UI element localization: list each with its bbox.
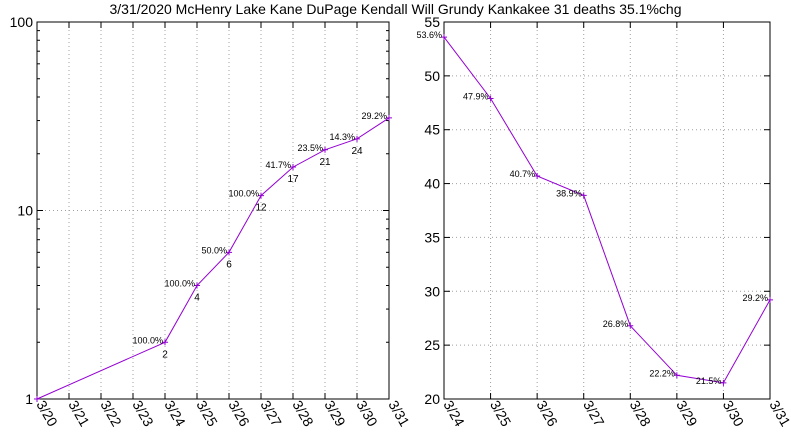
x-tick-label: 3/22 (97, 398, 125, 430)
plot-frame (36, 21, 390, 400)
y-tick-label: 10 (17, 203, 33, 219)
data-point-marker (673, 372, 680, 379)
x-tick-label: 3/27 (580, 398, 608, 430)
data-point-marker (226, 249, 232, 256)
data-point-marker (580, 192, 587, 199)
series-line (36, 117, 390, 400)
value-label: 6 (226, 259, 232, 270)
y-tick-label: 55 (424, 14, 440, 30)
value-label: 24 (351, 146, 363, 157)
x-tick-label: 3/21 (65, 398, 93, 430)
y-tick-label: 25 (424, 337, 440, 353)
data-point-marker (290, 164, 296, 171)
y-tick-label: 1 (25, 391, 33, 407)
x-tick-label: 3/30 (353, 398, 381, 430)
x-tick-label: 3/29 (673, 398, 701, 430)
data-point-marker (627, 322, 634, 329)
data-point-marker (34, 396, 40, 402)
x-tick-label: 3/27 (257, 398, 285, 430)
x-tick-label: 3/29 (321, 398, 349, 430)
data-point-marker (386, 114, 392, 121)
pct-change-label: 100.0% (164, 279, 195, 289)
data-point-marker (767, 296, 773, 303)
data-point-marker (441, 34, 447, 41)
x-tick-label: 3/30 (720, 398, 748, 430)
value-label: 17 (287, 174, 299, 185)
x-tick-label: 3/20 (33, 398, 61, 430)
pct-change-label: 29.2% (742, 293, 768, 303)
pct-change-label: 40.7% (510, 169, 536, 179)
y-tick-label: 30 (424, 283, 440, 299)
x-tick-label: 3/28 (627, 398, 655, 430)
x-tick-label: 3/25 (193, 398, 221, 430)
y-tick-label: 100 (10, 14, 34, 30)
pct-change-label: 29.2% (361, 111, 387, 121)
pct-change-label: 22.2% (649, 368, 675, 378)
pct-change-label: 21.5% (696, 376, 722, 386)
value-label: 12 (255, 203, 267, 214)
pct-change-label: 53.6% (416, 30, 442, 40)
data-point-marker (354, 135, 360, 142)
x-tick-label: 3/23 (129, 398, 157, 430)
data-point-marker (534, 173, 541, 180)
chart-title: 3/31/2020 McHenry Lake Kane DuPage Kenda… (109, 1, 681, 17)
pct-change-label: 100.0% (132, 335, 163, 345)
pct-change-label: 50.0% (201, 245, 227, 255)
data-point-marker (194, 282, 200, 289)
pct-change-label: 26.8% (603, 319, 629, 329)
data-point-marker (322, 146, 328, 153)
pct-change-label: 100.0% (228, 189, 259, 199)
value-label: 2 (162, 349, 168, 360)
plot-frame (443, 21, 771, 400)
series-line (443, 36, 771, 384)
pct-change-label: 38.9% (556, 188, 582, 198)
left-panel-log-chart: 3/20 3/21 3/22 3/23 3/24 3/25 3/26 3/27 3/28 3/29… (10, 14, 413, 429)
x-tick-label: 3/31 (385, 398, 413, 430)
x-tick-label: 3/25 (487, 398, 515, 430)
y-tick-label: 40 (424, 176, 440, 192)
data-point-marker (487, 95, 494, 102)
x-tick-label: 3/24 (161, 398, 189, 430)
data-point-marker (720, 379, 727, 386)
x-tick-label: 3/24 (440, 398, 468, 430)
x-tick-label: 3/28 (289, 398, 317, 430)
pct-change-label: 47.9% (463, 91, 489, 101)
y-tick-label: 20 (424, 391, 440, 407)
y-tick-label: 50 (424, 68, 440, 84)
right-panel-pct-chart: 3/24 3/25 3/26 3/27 3/28 3/29 3/30 3/31 20 25 30 35… (416, 14, 791, 429)
x-tick-label: 3/26 (225, 398, 253, 430)
pct-change-label: 41.7% (265, 160, 291, 170)
x-tick-label: 3/26 (534, 398, 562, 430)
pct-change-label: 14.3% (329, 132, 355, 142)
pct-change-label: 23.5% (297, 143, 323, 153)
value-label: 21 (319, 157, 331, 168)
x-tick-label: 3/31 (766, 398, 791, 430)
y-tick-label: 35 (424, 229, 440, 245)
data-point-marker (162, 339, 168, 346)
value-label: 4 (194, 293, 200, 304)
data-point-marker (258, 192, 264, 199)
y-tick-label: 45 (424, 122, 440, 138)
